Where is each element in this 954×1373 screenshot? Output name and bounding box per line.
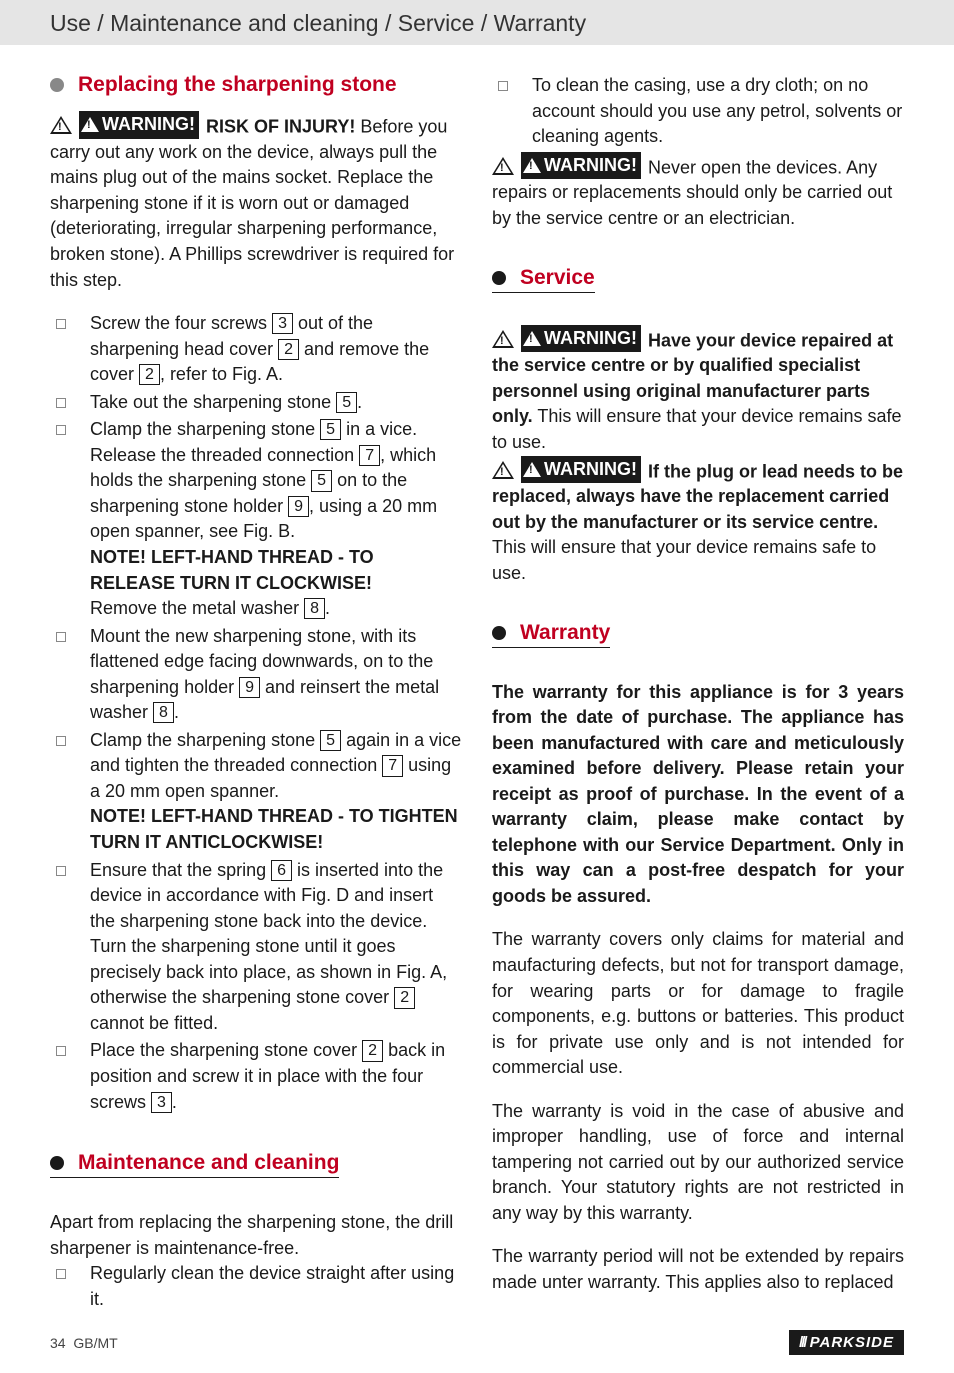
section-title-text: Replacing the sharpening stone <box>78 73 397 97</box>
maintenance-intro: Apart from replacing the sharpening ston… <box>50 1210 462 1261</box>
warranty-p4: The warranty period will not be extended… <box>492 1244 904 1295</box>
part-ref: 7 <box>359 445 380 466</box>
warning-paragraph: WARNING! Never open the devices. Any rep… <box>492 152 904 232</box>
warranty-p1: The warranty for this appliance is for 3… <box>492 680 904 910</box>
part-ref: 5 <box>320 419 341 440</box>
part-ref: 3 <box>272 313 293 334</box>
replacing-intro: WARNING! RISK OF INJURY! Before you carr… <box>50 111 462 293</box>
warning-badge: WARNING! <box>521 325 641 353</box>
part-ref: 6 <box>271 860 292 881</box>
warning-badge: WARNING! <box>521 152 641 180</box>
warranty-p3: The warranty is void in the case of abus… <box>492 1099 904 1227</box>
brand-name: PARKSIDE <box>810 1334 894 1351</box>
part-ref: 5 <box>336 392 357 413</box>
service-warning-1: WARNING! Have your device repaired at th… <box>492 325 904 456</box>
page-number-region: 34 GB/MT <box>50 1335 118 1351</box>
bullet-icon <box>50 1156 64 1170</box>
page-footer: 34 GB/MT /// PARKSIDE <box>0 1330 954 1373</box>
maintenance-list: Regularly clean the device straight afte… <box>50 1261 462 1312</box>
part-ref: 8 <box>304 598 325 619</box>
section-title-text: Service <box>520 266 595 290</box>
right-column: To clean the casing, use a dry cloth; on… <box>492 73 904 1314</box>
warning-icon <box>50 116 72 134</box>
section-title-text: Warranty <box>520 621 610 645</box>
bullet-icon <box>492 626 506 640</box>
bullet-icon <box>50 78 64 92</box>
warning-badge: WARNING! <box>521 456 641 484</box>
part-ref: 2 <box>278 339 299 360</box>
part-ref: 5 <box>311 470 332 491</box>
list-item: Regularly clean the device straight afte… <box>50 1261 462 1312</box>
part-ref: 2 <box>394 987 415 1008</box>
step-item: Clamp the sharpening stone 5 in a vice. … <box>50 417 462 621</box>
step-item: Take out the sharpening stone 5. <box>50 390 462 416</box>
warning-badge: WARNING! <box>79 111 199 139</box>
step-item: Mount the new sharpening stone, with its… <box>50 624 462 726</box>
part-ref: 9 <box>239 677 260 698</box>
part-ref: 3 <box>151 1092 172 1113</box>
replacing-steps: Screw the four screws 3 out of the sharp… <box>50 311 462 1115</box>
main-content: Replacing the sharpening stone WARNING! … <box>0 45 954 1330</box>
note-text: NOTE! LEFT-HAND THREAD - TO TIGHTEN TURN… <box>90 804 462 855</box>
section-maintenance: Maintenance and cleaning <box>50 1151 339 1178</box>
warranty-p2: The warranty covers only claims for mate… <box>492 927 904 1080</box>
part-ref: 8 <box>153 702 174 723</box>
service-warning-2: WARNING! If the plug or lead needs to be… <box>492 456 904 587</box>
part-ref: 7 <box>382 755 403 776</box>
section-service: Service <box>492 266 595 293</box>
step-item: Ensure that the spring 6 is inserted int… <box>50 858 462 1037</box>
part-ref: 9 <box>288 496 309 517</box>
warning-icon <box>492 157 514 175</box>
warning-icon <box>492 461 514 479</box>
left-column: Replacing the sharpening stone WARNING! … <box>50 73 462 1314</box>
step-item: Screw the four screws 3 out of the sharp… <box>50 311 462 388</box>
section-replacing-stone: Replacing the sharpening stone <box>50 73 397 97</box>
page-number: 34 <box>50 1335 66 1351</box>
brand-stripes-icon: /// <box>799 1334 806 1351</box>
part-ref: 2 <box>362 1040 383 1061</box>
note-text: NOTE! LEFT-HAND THREAD - TO RELEASE TURN… <box>90 545 462 596</box>
step-item: Clamp the sharpening stone 5 again in a … <box>50 728 462 856</box>
section-title-text: Maintenance and cleaning <box>78 1151 339 1175</box>
part-ref: 5 <box>320 730 341 751</box>
list-item: To clean the casing, use a dry cloth; on… <box>492 73 904 150</box>
brand-badge: /// PARKSIDE <box>789 1330 904 1355</box>
maintenance-list-cont: To clean the casing, use a dry cloth; on… <box>492 73 904 150</box>
step-item: Place the sharpening stone cover 2 back … <box>50 1038 462 1115</box>
section-warranty: Warranty <box>492 621 610 648</box>
region-code: GB/MT <box>73 1335 117 1351</box>
bullet-icon <box>492 271 506 285</box>
warning-icon <box>492 330 514 348</box>
part-ref: 2 <box>139 364 160 385</box>
breadcrumb-header: Use / Maintenance and cleaning / Service… <box>0 0 954 45</box>
